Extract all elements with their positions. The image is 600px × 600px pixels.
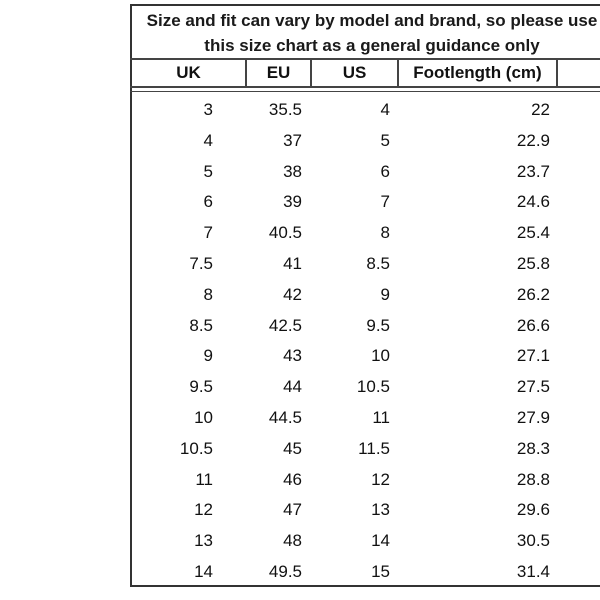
cell-us: 8.5: [366, 254, 390, 273]
cell-uk: 12: [194, 500, 213, 520]
divider: [130, 58, 600, 60]
size-chart-note: Size and fit can vary by model and brand…: [132, 8, 600, 58]
cell-footlength: 31.4: [516, 562, 550, 581]
cell-eu: 39: [283, 192, 302, 212]
cell-uk: 11: [195, 469, 213, 489]
table-row: 3 35.5 4 22: [0, 95, 600, 125]
cell-eu: 42.5: [268, 315, 302, 335]
cell-eu: 43: [283, 346, 302, 366]
header-footlength: Footlength (cm): [413, 63, 542, 82]
cell-us: 7: [380, 192, 390, 212]
cell-us: 8: [380, 223, 390, 243]
header-eu: EU: [266, 63, 291, 82]
cell-us: 12: [371, 469, 390, 489]
cell-eu: 44.5: [268, 408, 302, 427]
column-divider: [310, 58, 312, 88]
column-divider: [397, 58, 399, 88]
cell-uk: 13: [194, 531, 213, 551]
cell-eu: 45: [283, 438, 302, 458]
note-line-1: Size and fit can vary by model and brand…: [146, 11, 598, 30]
cell-footlength: 23.7: [516, 161, 550, 181]
table-row: 7 40.5 8 25.4: [0, 218, 600, 248]
table-row: 9 43 10 27.1: [0, 341, 600, 371]
cell-footlength: 28.3: [516, 438, 550, 458]
table-row: 6 39 7 24.6: [0, 187, 600, 217]
cell-footlength: 22: [531, 100, 550, 119]
cell-eu: 41: [283, 254, 302, 273]
cell-eu: 37: [283, 130, 302, 150]
cell-eu: 42: [283, 284, 302, 304]
cell-footlength: 29.6: [516, 500, 550, 520]
cell-uk: 5: [203, 161, 213, 181]
cell-footlength: 26.6: [516, 315, 550, 335]
cell-uk: 10.5: [179, 438, 213, 458]
cell-eu: 44: [283, 377, 302, 397]
table-row: 10 44.5 11 27.9: [0, 403, 600, 433]
cell-us: 11.5: [358, 438, 390, 458]
table-row: 5 38 6 23.7: [0, 157, 600, 187]
table-row: 8 42 9 26.2: [0, 280, 600, 310]
cell-footlength: 25.4: [516, 223, 550, 243]
table-row: 13 48 14 30.5: [0, 526, 600, 556]
divider: [130, 86, 600, 88]
divider: [130, 91, 600, 92]
cell-uk: 8.5: [189, 315, 213, 335]
table-border: [130, 4, 600, 587]
header-uk: UK: [176, 63, 201, 82]
cell-footlength: 27.5: [516, 377, 550, 397]
table-row: 12 47 13 29.6: [0, 495, 600, 525]
table-row: 7.5 41 8.5 25.8: [0, 249, 600, 279]
cell-uk: 9: [203, 346, 213, 366]
cell-footlength: 27.9: [516, 408, 550, 427]
cell-footlength: 25.8: [516, 254, 550, 273]
cell-us: 10: [371, 346, 390, 366]
cell-uk: 7.5: [189, 254, 213, 273]
table-row: 8.5 42.5 9.5 26.6: [0, 311, 600, 341]
cell-us: 10.5: [356, 377, 390, 397]
cell-eu: 47: [283, 500, 302, 520]
cell-uk: 9.5: [189, 377, 213, 397]
cell-uk: 4: [203, 130, 213, 150]
column-divider: [245, 58, 247, 88]
note-line-2: this size chart as a general guidance on…: [204, 36, 540, 55]
cell-eu: 49.5: [268, 562, 302, 581]
cell-us: 5: [380, 130, 390, 150]
cell-us: 15: [371, 562, 390, 581]
cell-uk: 6: [203, 192, 213, 212]
cell-uk: 8: [203, 284, 213, 304]
table-row: 14 49.5 15 31.4: [0, 557, 600, 587]
table-row: 4 37 5 22.9: [0, 126, 600, 156]
cell-footlength: 26.2: [516, 284, 550, 304]
cell-footlength: 24.6: [516, 192, 550, 212]
cell-us: 4: [380, 100, 390, 119]
table-row: 10.5 45 11.5 28.3: [0, 434, 600, 464]
cell-us: 11: [372, 408, 390, 427]
cell-uk: 3: [203, 100, 213, 119]
cell-footlength: 28.8: [516, 469, 550, 489]
cell-uk: 10: [194, 408, 213, 427]
header-us: US: [342, 63, 367, 82]
cell-uk: 7: [203, 223, 213, 243]
column-divider: [556, 58, 558, 88]
cell-uk: 14: [194, 562, 213, 581]
cell-eu: 48: [283, 531, 302, 551]
cell-eu: 38: [283, 161, 302, 181]
cell-us: 9: [380, 284, 390, 304]
cell-footlength: 27.1: [516, 346, 550, 366]
cell-footlength: 22.9: [516, 130, 550, 150]
cell-us: 6: [380, 161, 390, 181]
cell-footlength: 30.5: [516, 531, 550, 551]
cell-us: 14: [371, 531, 390, 551]
cell-eu: 35.5: [268, 100, 302, 119]
cell-us: 13: [371, 500, 390, 520]
cell-eu: 40.5: [268, 223, 302, 243]
table-row: 9.5 44 10.5 27.5: [0, 372, 600, 402]
cell-eu: 46: [283, 469, 302, 489]
cell-us: 9.5: [366, 315, 390, 335]
table-row: 11 46 12 28.8: [0, 465, 600, 495]
